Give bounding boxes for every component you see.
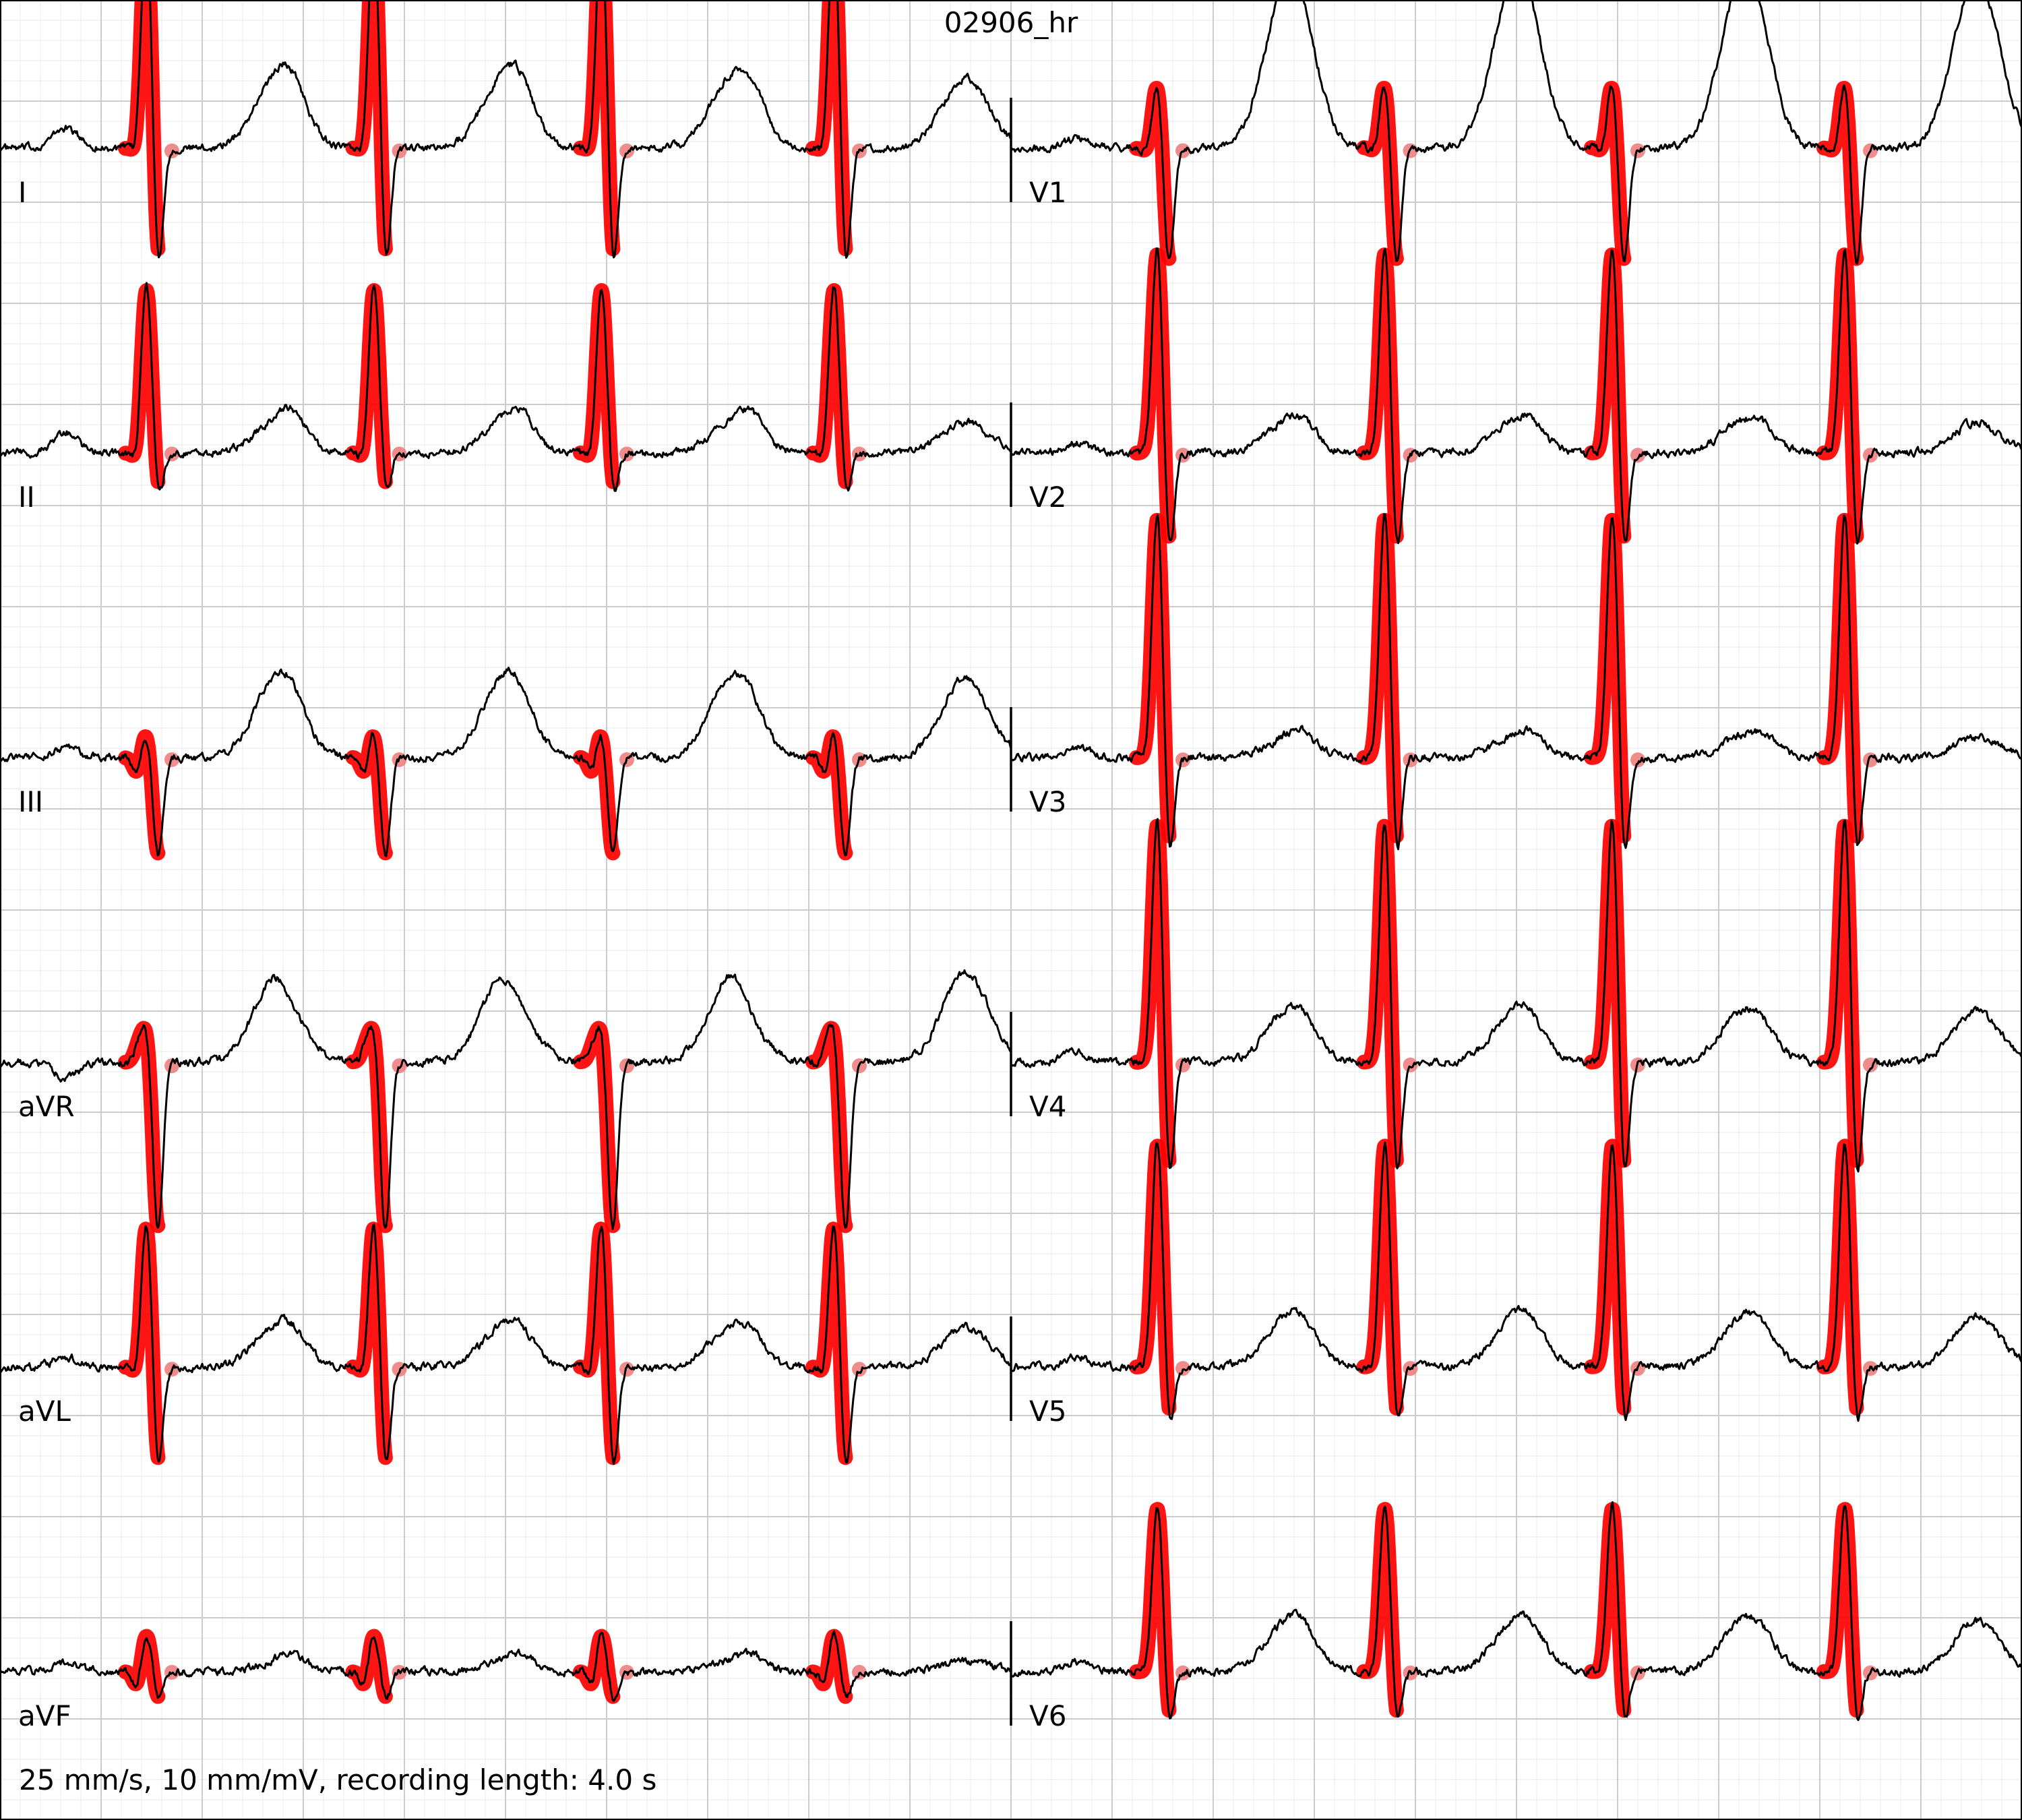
lead-label-V1: V1 — [1029, 176, 1066, 209]
qrs-end-marker-II-3 — [619, 446, 634, 462]
lead-label-aVR: aVR — [18, 1090, 75, 1123]
trace-V4 — [1010, 818, 2022, 1173]
trace-aVL — [0, 1223, 1012, 1465]
trace-V2 — [1010, 247, 2022, 545]
qrs-end-marker-I-3 — [619, 143, 634, 158]
lead-label-V6: V6 — [1029, 1699, 1066, 1732]
lead-traces — [0, 0, 2022, 1722]
qrs-end-marker-V3-3 — [1630, 752, 1645, 768]
trace-V6 — [1010, 1501, 2022, 1722]
qrs-end-marker-II-1 — [164, 446, 179, 462]
trace-III — [0, 667, 1012, 857]
lead-label-V5: V5 — [1029, 1395, 1066, 1428]
trace-V3 — [1010, 513, 2022, 851]
lead-label-III: III — [18, 785, 43, 818]
lead-label-V3: V3 — [1029, 785, 1066, 818]
trace-aVR — [0, 969, 1012, 1230]
lead-label-V4: V4 — [1029, 1090, 1066, 1123]
trace-II — [0, 282, 1012, 492]
trace-I — [0, 0, 1012, 259]
recording-info: 25 mm/s, 10 mm/mV, recording length: 4.0… — [19, 1763, 656, 1796]
trace-aVF — [0, 1630, 1012, 1702]
lead-label-I: I — [18, 176, 26, 209]
chart-title: 02906_hr — [944, 6, 1078, 39]
qrs-end-marker-aVL-3 — [619, 1362, 634, 1377]
qrs-end-marker-V4-2 — [1403, 1057, 1418, 1072]
trace-V5 — [1010, 1141, 2022, 1422]
qrs-end-marker-aVL-4 — [852, 1362, 867, 1377]
lead-label-II: II — [18, 481, 35, 514]
lead-label-aVL: aVL — [18, 1395, 71, 1428]
lead-label-V2: V2 — [1029, 481, 1066, 514]
trace-V1 — [1010, 0, 2022, 265]
lead-label-aVF: aVF — [18, 1699, 71, 1732]
qrs-end-marker-V2-3 — [1630, 448, 1645, 463]
